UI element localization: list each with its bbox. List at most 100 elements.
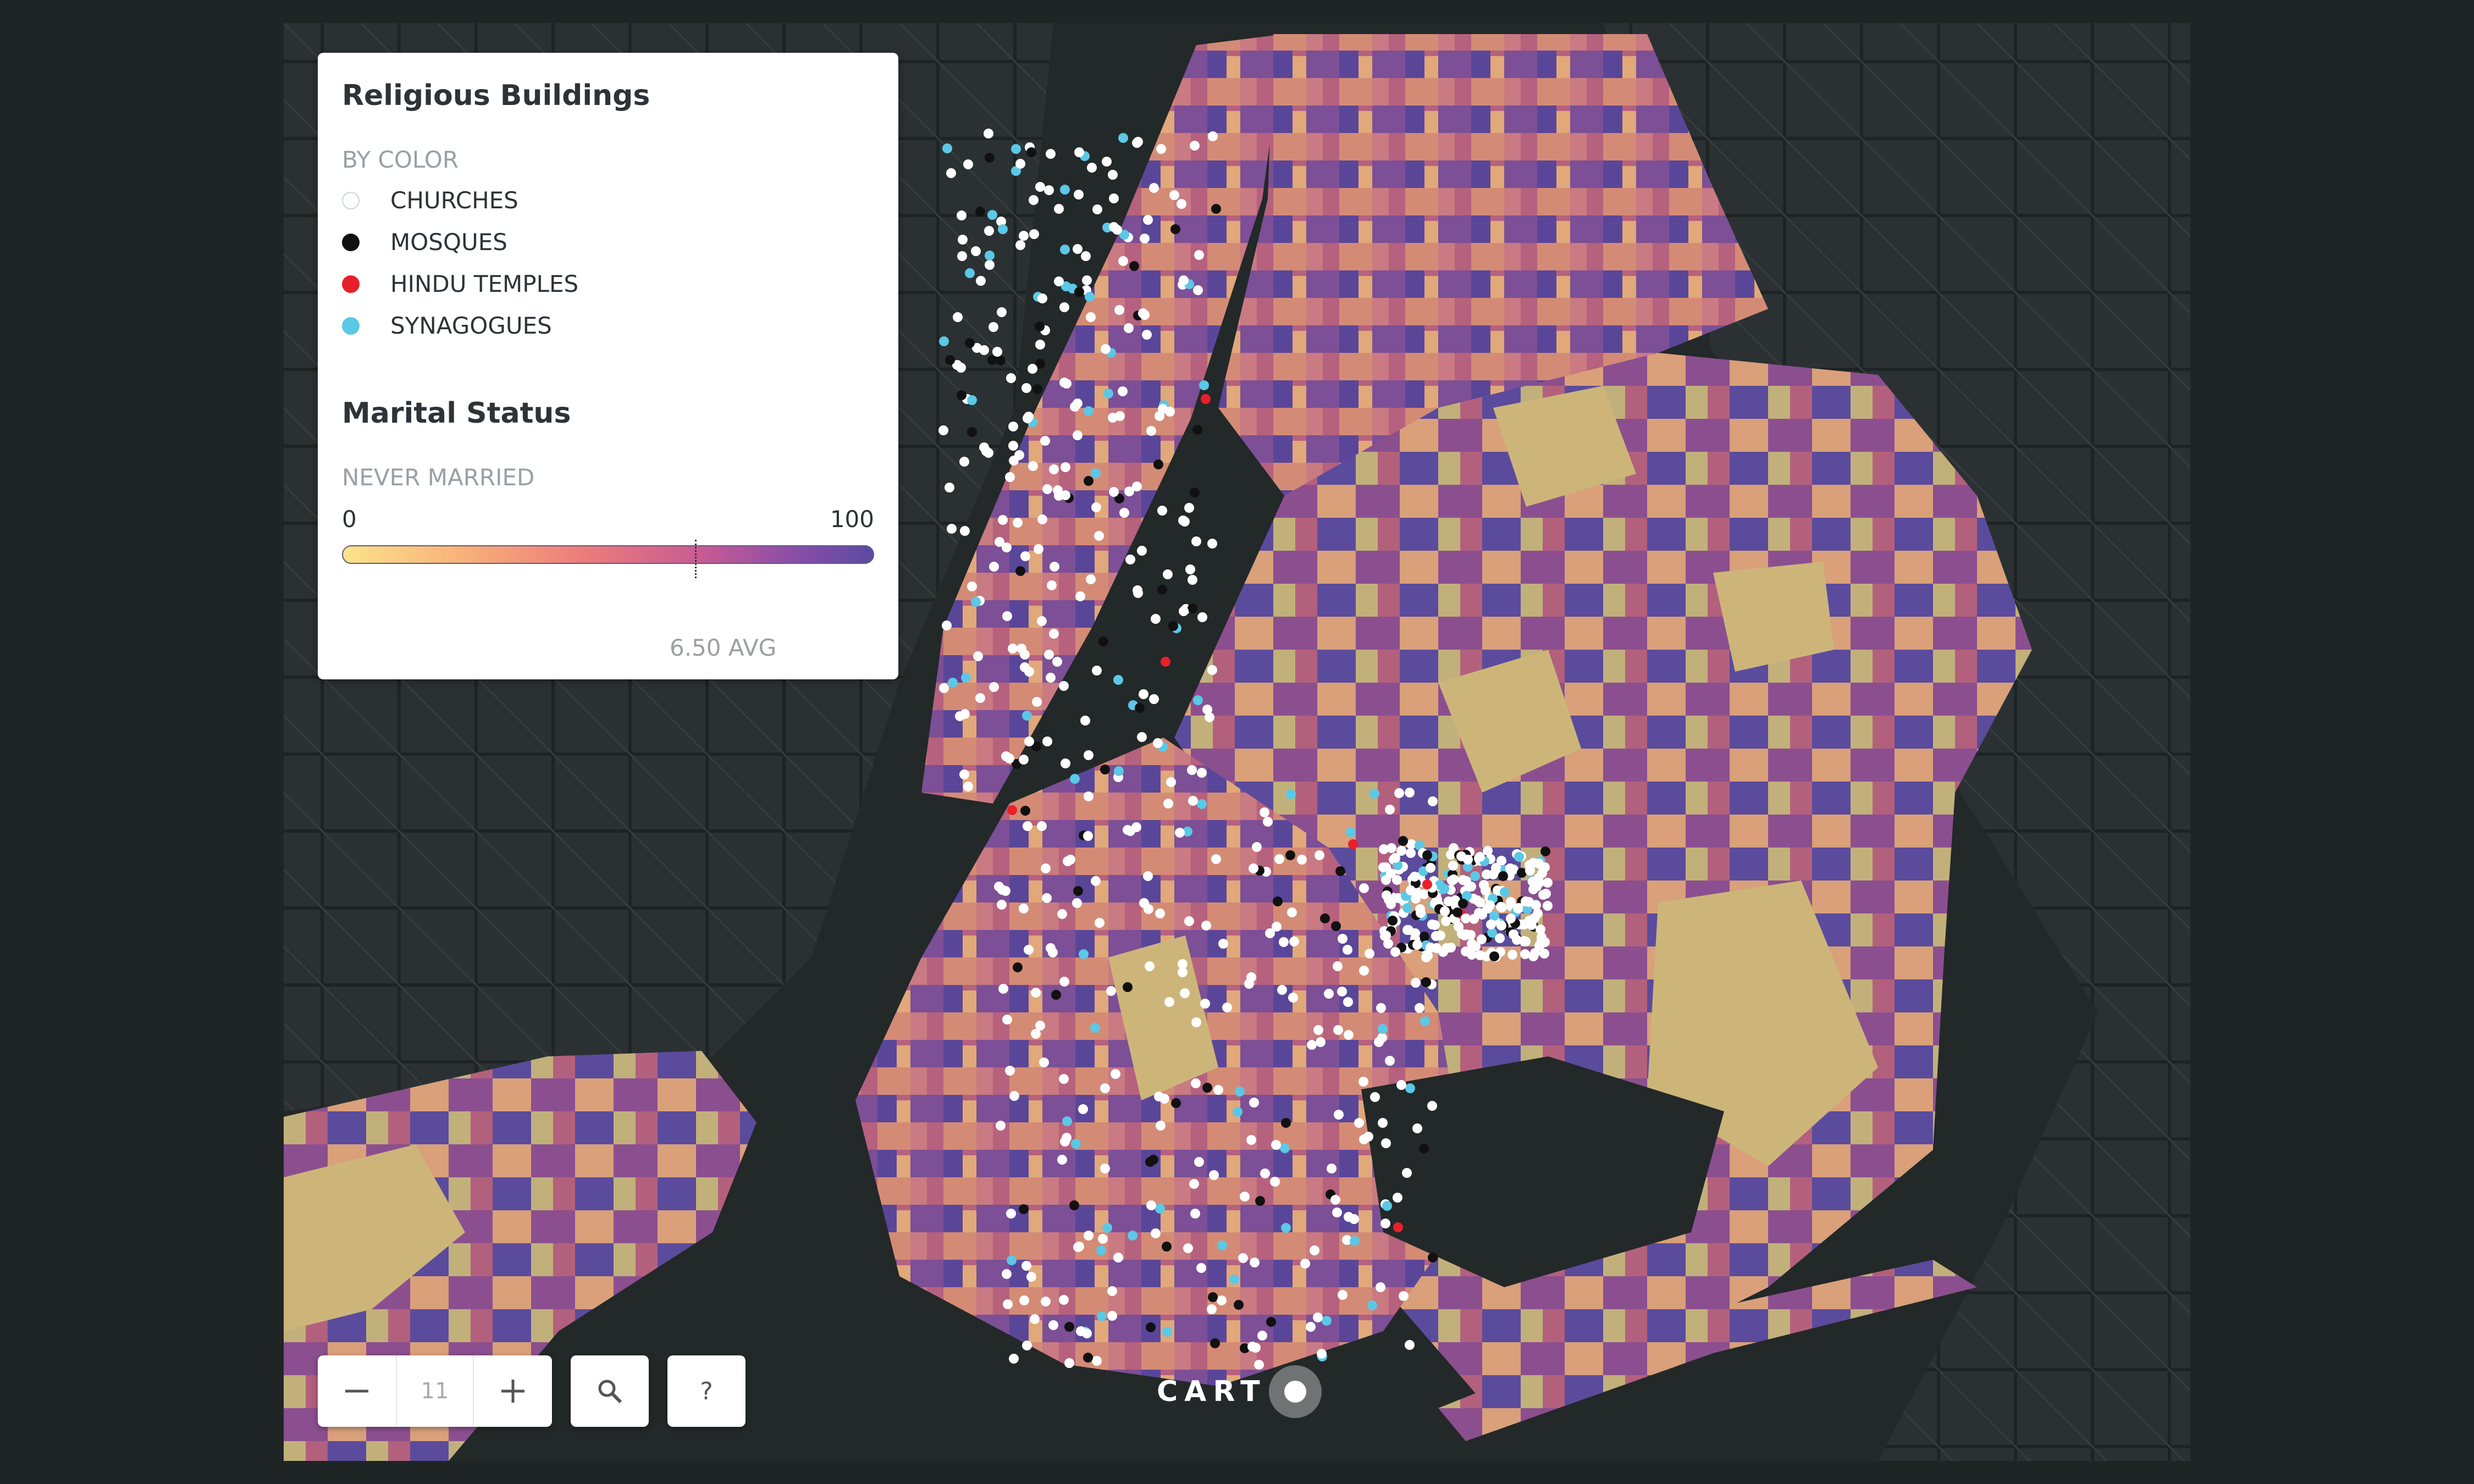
building-point bbox=[955, 711, 965, 721]
building-point bbox=[1086, 574, 1096, 584]
building-point bbox=[1073, 886, 1083, 896]
building-point bbox=[1300, 1259, 1310, 1269]
building-point bbox=[1179, 275, 1189, 285]
building-point bbox=[1041, 1297, 1051, 1306]
building-point bbox=[1208, 1292, 1218, 1302]
building-point bbox=[1207, 1304, 1217, 1314]
building-point bbox=[1100, 1164, 1110, 1173]
building-point bbox=[1113, 1253, 1123, 1262]
building-point bbox=[1346, 827, 1356, 837]
building-point bbox=[1343, 945, 1352, 955]
legend-panel: Religious Buildings BY COLOR CHURCHES MO… bbox=[318, 53, 898, 679]
carto-logo[interactable]: CART bbox=[1157, 1365, 1322, 1418]
building-point bbox=[1486, 920, 1496, 929]
building-point bbox=[1316, 1037, 1326, 1047]
building-point bbox=[1006, 373, 1016, 383]
building-point bbox=[1054, 204, 1064, 214]
building-point bbox=[1163, 569, 1173, 579]
building-point bbox=[1250, 1258, 1260, 1267]
building-point bbox=[1031, 741, 1041, 751]
building-point bbox=[1210, 1338, 1220, 1348]
building-point bbox=[1037, 616, 1047, 626]
building-point bbox=[1149, 694, 1159, 704]
building-point bbox=[1114, 305, 1124, 315]
building-point bbox=[1109, 487, 1119, 497]
legend-item-churches: CHURCHES bbox=[342, 187, 518, 214]
by-color-subtitle: BY COLOR bbox=[342, 146, 459, 173]
building-point bbox=[1205, 712, 1214, 722]
building-point bbox=[1287, 907, 1297, 917]
building-point bbox=[998, 515, 1008, 525]
building-point bbox=[1307, 1040, 1317, 1050]
building-point bbox=[1002, 1269, 1012, 1279]
help-button[interactable]: ? bbox=[667, 1355, 745, 1427]
building-point bbox=[1273, 896, 1283, 906]
building-point bbox=[1057, 1155, 1067, 1165]
building-point bbox=[1277, 985, 1287, 995]
building-point bbox=[1406, 885, 1416, 895]
building-point bbox=[1359, 966, 1369, 976]
building-point bbox=[1015, 240, 1025, 250]
building-point bbox=[1338, 934, 1348, 944]
building-point bbox=[1128, 1231, 1137, 1241]
building-point bbox=[1044, 650, 1054, 660]
building-point bbox=[1019, 1295, 1029, 1305]
building-point bbox=[1102, 1223, 1112, 1233]
building-point bbox=[1412, 1123, 1422, 1133]
building-point bbox=[1123, 982, 1133, 992]
building-point bbox=[1002, 1015, 1012, 1025]
building-point bbox=[952, 360, 962, 370]
zoom-out-button[interactable] bbox=[318, 1355, 396, 1427]
building-point bbox=[1281, 1223, 1291, 1233]
building-point bbox=[945, 355, 955, 365]
building-point bbox=[1405, 1340, 1415, 1350]
building-point bbox=[1192, 425, 1202, 435]
building-point bbox=[1234, 1300, 1244, 1310]
building-point bbox=[985, 153, 995, 163]
building-point bbox=[1374, 1037, 1384, 1047]
building-point bbox=[1157, 585, 1167, 595]
building-point bbox=[1475, 852, 1485, 862]
building-point bbox=[1453, 907, 1462, 917]
building-point bbox=[939, 683, 949, 693]
building-point bbox=[1482, 870, 1492, 879]
building-point bbox=[958, 235, 968, 245]
search-button[interactable] bbox=[571, 1355, 649, 1427]
building-point bbox=[947, 524, 957, 534]
building-point bbox=[1233, 1107, 1242, 1117]
building-point bbox=[995, 537, 1004, 547]
building-point bbox=[1009, 1091, 1019, 1101]
building-point bbox=[942, 143, 952, 153]
building-point bbox=[1344, 1212, 1354, 1222]
building-point bbox=[1446, 850, 1456, 860]
building-point bbox=[1463, 862, 1473, 872]
building-point bbox=[1035, 1021, 1045, 1031]
building-point bbox=[1197, 768, 1207, 778]
building-point bbox=[1060, 245, 1070, 254]
building-point bbox=[1188, 603, 1197, 613]
building-point bbox=[963, 159, 973, 169]
building-point bbox=[1477, 910, 1487, 920]
building-point bbox=[1191, 1078, 1201, 1088]
building-point bbox=[939, 336, 949, 346]
building-point bbox=[1076, 1326, 1086, 1336]
building-point bbox=[1367, 1300, 1377, 1310]
building-point bbox=[957, 251, 967, 261]
building-point bbox=[1382, 1201, 1392, 1211]
building-point bbox=[1168, 621, 1178, 631]
building-point bbox=[1059, 378, 1069, 387]
building-point bbox=[1020, 551, 1030, 561]
building-point bbox=[1332, 1208, 1342, 1217]
map-canvas[interactable] bbox=[284, 23, 2190, 1461]
building-point bbox=[1037, 821, 1047, 831]
building-point bbox=[1201, 921, 1211, 931]
building-point bbox=[1082, 275, 1092, 285]
building-point bbox=[1411, 894, 1421, 904]
building-point bbox=[1270, 1177, 1280, 1187]
zoom-in-button[interactable] bbox=[474, 1355, 552, 1427]
building-point bbox=[1359, 883, 1369, 893]
building-point bbox=[1324, 989, 1334, 999]
building-point bbox=[998, 984, 1008, 994]
building-point bbox=[1090, 1023, 1100, 1033]
building-point bbox=[1157, 506, 1167, 516]
